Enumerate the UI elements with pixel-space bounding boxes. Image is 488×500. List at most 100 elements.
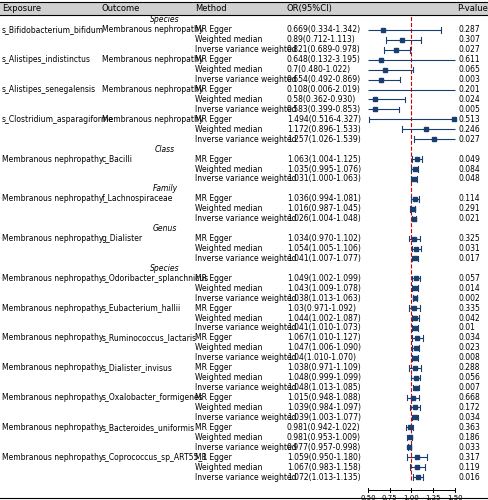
Text: 0.821(0.689-0.978): 0.821(0.689-0.978) (286, 46, 360, 54)
Text: 0.75: 0.75 (381, 495, 397, 500)
Text: 1.067(0.983-1.158): 1.067(0.983-1.158) (286, 462, 360, 471)
Text: f_Lachnospiraceae: f_Lachnospiraceae (102, 194, 173, 203)
Text: 0.172: 0.172 (458, 403, 480, 412)
Text: g_Dialister: g_Dialister (102, 234, 143, 243)
Text: 1.048(0.999-1.099): 1.048(0.999-1.099) (286, 373, 360, 382)
Text: 0.01: 0.01 (458, 324, 475, 332)
Text: 0.288: 0.288 (458, 363, 480, 372)
Text: 0.307: 0.307 (458, 36, 480, 44)
Text: 1.015(0.948-1.088): 1.015(0.948-1.088) (286, 393, 360, 402)
Text: 1.067(1.010-1.127): 1.067(1.010-1.127) (286, 334, 360, 342)
Text: s_Odoribacter_splanchnicus: s_Odoribacter_splanchnicus (102, 274, 209, 283)
Text: Weighted median: Weighted median (195, 125, 262, 134)
Text: Inverse variance weighted: Inverse variance weighted (195, 105, 296, 114)
Text: 0.119: 0.119 (458, 462, 480, 471)
Text: MR Egger: MR Egger (195, 334, 231, 342)
Text: 0.669(0.334-1.342): 0.669(0.334-1.342) (286, 26, 360, 35)
Text: MR Egger: MR Egger (195, 452, 231, 462)
Text: Membranous nephropathy: Membranous nephropathy (102, 115, 203, 124)
Text: Weighted median: Weighted median (195, 344, 262, 352)
Text: Weighted median: Weighted median (195, 244, 262, 253)
Text: 0.002: 0.002 (458, 294, 480, 302)
Text: 0.014: 0.014 (458, 284, 480, 292)
Text: Membranous nephropathy: Membranous nephropathy (2, 154, 103, 164)
Text: 1.04(1.010-1.070): 1.04(1.010-1.070) (286, 354, 355, 362)
Text: 0.017: 0.017 (458, 254, 480, 263)
Text: 0.034: 0.034 (458, 334, 480, 342)
Text: Membranous nephropathy: Membranous nephropathy (2, 423, 103, 432)
Text: 0.048: 0.048 (458, 174, 480, 184)
Text: 1.50: 1.50 (446, 495, 462, 500)
Text: 0.114: 0.114 (458, 194, 480, 203)
Text: OR(95%CI): OR(95%CI) (286, 4, 332, 13)
Text: s_Ruminococcus_lactaris: s_Ruminococcus_lactaris (102, 334, 197, 342)
Text: Membranous nephropathy: Membranous nephropathy (102, 85, 203, 94)
Text: 0.977(0.957-0.998): 0.977(0.957-0.998) (286, 442, 361, 452)
Text: 1.041(1.010-1.073): 1.041(1.010-1.073) (286, 324, 360, 332)
Text: Weighted median: Weighted median (195, 403, 262, 412)
Text: 1.03(0.971-1.092): 1.03(0.971-1.092) (286, 304, 355, 312)
Text: MR Egger: MR Egger (195, 26, 231, 35)
Text: 0.056: 0.056 (458, 373, 480, 382)
Text: 0.668: 0.668 (458, 393, 480, 402)
Text: 1.172(0.896-1.533): 1.172(0.896-1.533) (286, 125, 360, 134)
Text: 1.00: 1.00 (403, 495, 419, 500)
Text: 0.016: 0.016 (458, 472, 480, 482)
Text: Outcome: Outcome (102, 4, 140, 13)
Text: Inverse variance weighted: Inverse variance weighted (195, 324, 296, 332)
Text: Inverse variance weighted: Inverse variance weighted (195, 383, 296, 392)
Text: 0.981(0.953-1.009): 0.981(0.953-1.009) (286, 433, 360, 442)
Text: Species: Species (150, 16, 180, 24)
Text: s_Eubacterium_hallii: s_Eubacterium_hallii (102, 304, 181, 312)
Text: P-value: P-value (456, 4, 487, 13)
Text: 0.186: 0.186 (458, 433, 480, 442)
Text: 1.054(1.005-1.106): 1.054(1.005-1.106) (286, 244, 360, 253)
Text: s_Bifidobacterium_bifidum: s_Bifidobacterium_bifidum (2, 26, 104, 35)
Text: Membranous nephropathy: Membranous nephropathy (102, 26, 203, 35)
Text: 0.108(0.006-2.019): 0.108(0.006-2.019) (286, 85, 360, 94)
Text: MR Egger: MR Egger (195, 55, 231, 64)
Text: Inverse variance weighted: Inverse variance weighted (195, 46, 296, 54)
Text: 1.026(1.004-1.048): 1.026(1.004-1.048) (286, 214, 360, 223)
Text: Genus: Genus (152, 224, 177, 233)
Text: Weighted median: Weighted median (195, 373, 262, 382)
Text: 1.059(0.950-1.180): 1.059(0.950-1.180) (286, 452, 360, 462)
Text: s_Dialister_invisus: s_Dialister_invisus (102, 363, 173, 372)
Text: 1.016(0.987-1.045): 1.016(0.987-1.045) (286, 204, 360, 214)
Text: 0.057: 0.057 (458, 274, 480, 283)
Text: MR Egger: MR Egger (195, 115, 231, 124)
Text: 0.654(0.492-0.869): 0.654(0.492-0.869) (286, 75, 360, 84)
Text: Weighted median: Weighted median (195, 314, 262, 322)
Text: Inverse variance weighted: Inverse variance weighted (195, 294, 296, 302)
Text: 0.513: 0.513 (458, 115, 480, 124)
Text: Inverse variance weighted: Inverse variance weighted (195, 354, 296, 362)
Text: 0.024: 0.024 (458, 95, 480, 104)
Text: 0.317: 0.317 (458, 452, 480, 462)
Text: Membranous nephropathy: Membranous nephropathy (102, 55, 203, 64)
Text: 1.038(1.013-1.063): 1.038(1.013-1.063) (286, 294, 360, 302)
Text: Inverse variance weighted: Inverse variance weighted (195, 214, 296, 223)
Text: 0.007: 0.007 (458, 383, 480, 392)
Text: Family: Family (152, 184, 177, 194)
Text: Weighted median: Weighted median (195, 36, 262, 44)
Text: Inverse variance weighted: Inverse variance weighted (195, 413, 296, 422)
Text: 0.027: 0.027 (458, 46, 480, 54)
Text: MR Egger: MR Egger (195, 363, 231, 372)
Text: MR Egger: MR Egger (195, 423, 231, 432)
Text: 0.065: 0.065 (458, 65, 480, 74)
Text: 0.023: 0.023 (458, 344, 480, 352)
Text: 1.036(0.994-1.081): 1.036(0.994-1.081) (286, 194, 360, 203)
Text: s_Clostridium_asparagiforme: s_Clostridium_asparagiforme (2, 115, 114, 124)
Text: Membranous nephropathy: Membranous nephropathy (2, 274, 103, 283)
Text: Membranous nephropathy: Membranous nephropathy (2, 393, 103, 402)
Text: Weighted median: Weighted median (195, 284, 262, 292)
Text: Membranous nephropathy: Membranous nephropathy (2, 194, 103, 203)
Text: s_Oxalobacter_formigenes: s_Oxalobacter_formigenes (102, 393, 203, 402)
Text: 1.072(1.013-1.135): 1.072(1.013-1.135) (286, 472, 360, 482)
Text: s_Alistipes_indistinctus: s_Alistipes_indistinctus (2, 55, 91, 64)
Text: 1.044(1.002-1.087): 1.044(1.002-1.087) (286, 314, 360, 322)
Text: 1.039(0.984-1.097): 1.039(0.984-1.097) (286, 403, 360, 412)
Text: Membranous nephropathy: Membranous nephropathy (2, 334, 103, 342)
Text: Exposure: Exposure (2, 4, 41, 13)
Text: Inverse variance weighted: Inverse variance weighted (195, 472, 296, 482)
